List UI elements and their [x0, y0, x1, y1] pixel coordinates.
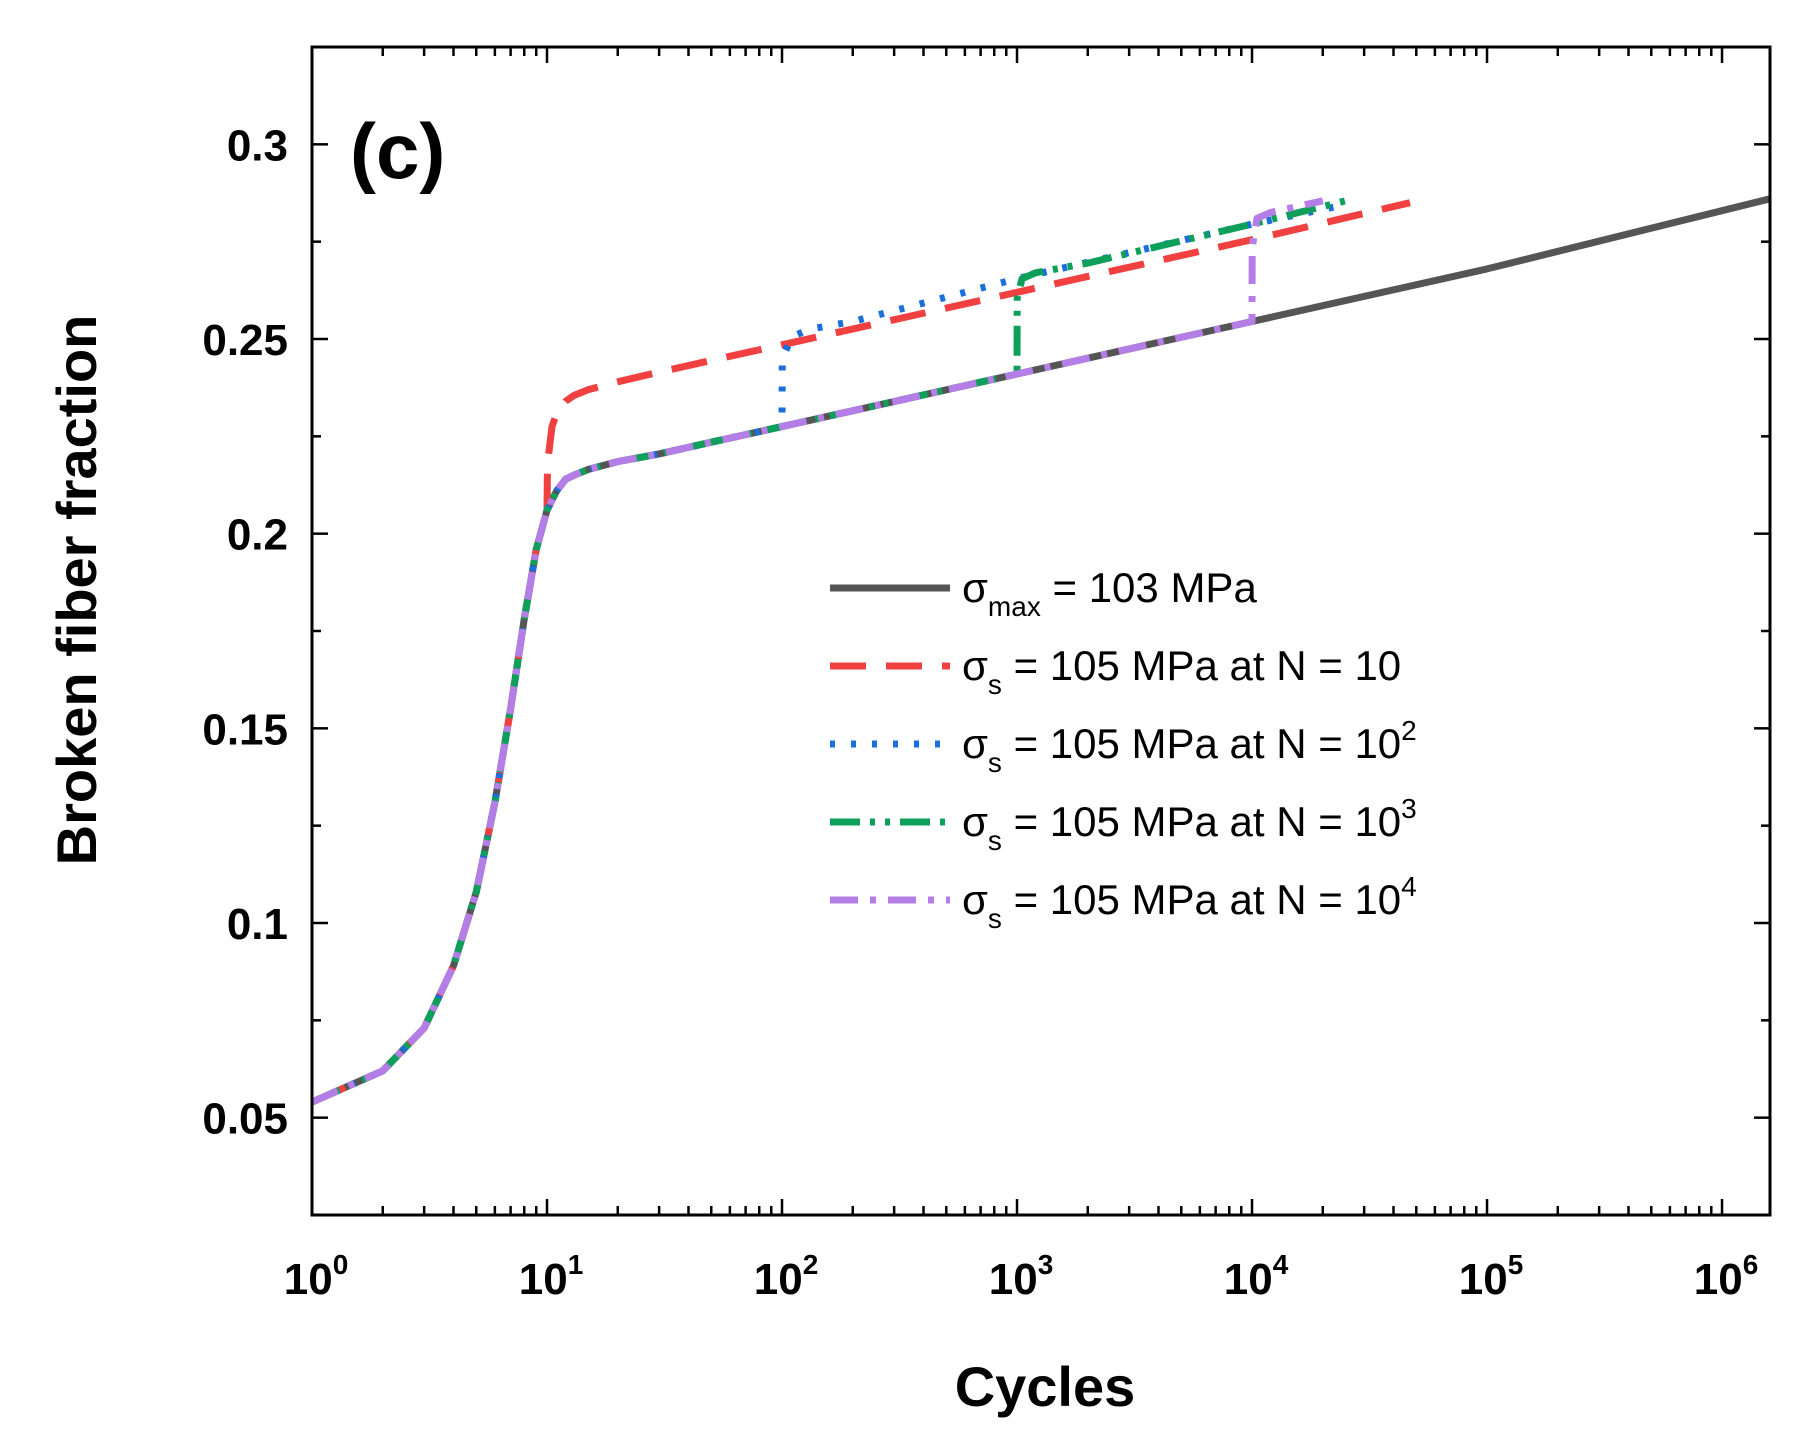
x-tick-label-0: 100	[284, 1249, 349, 1304]
y-axis-title: Broken fiber fraction	[45, 315, 108, 866]
x-tick-label-5: 105	[1459, 1249, 1524, 1304]
y-tick-label-2: 0.15	[202, 705, 288, 754]
legend-label-5: σs = 105 MPa at N = 104	[962, 871, 1417, 934]
legend-label-2: σs = 105 MPa at N = 10	[962, 642, 1401, 700]
panel-label: (c)	[350, 107, 445, 195]
x-tick-label-3: 103	[989, 1249, 1054, 1304]
legend: σmax = 103 MPa σs = 105 MPa at N = 10 σs =…	[830, 564, 1417, 934]
plot-frame	[310, 45, 1772, 1217]
series-line-5	[310, 197, 1324, 1106]
x-tick-label-1: 101	[519, 1249, 584, 1304]
legend-label-4: σs = 105 MPa at N = 103	[962, 793, 1417, 856]
x-tick-label-2: 102	[754, 1249, 819, 1304]
x-tick-label-4: 104	[1224, 1249, 1289, 1304]
x-tick-label-6: 106	[1694, 1249, 1759, 1304]
y-tick-label-0: 0.05	[202, 1095, 288, 1144]
legend-label-3: σs = 105 MPa at N = 102	[962, 715, 1417, 778]
y-tick-label-4: 0.25	[202, 316, 288, 365]
x-axis-title: Cycles	[955, 1355, 1136, 1418]
y-tick-label-5: 0.3	[227, 121, 288, 170]
y-tick-label-3: 0.2	[227, 511, 288, 560]
y-tick-label-1: 0.1	[227, 900, 288, 949]
axis-ticks	[310, 47, 1770, 1215]
series-layer	[310, 195, 1771, 1106]
legend-label-1: σmax = 103 MPa	[962, 564, 1257, 622]
tick-labels: 100 101 102 103 104 105 106 0.05 0.1 0.15 0.2 0.25 0…	[202, 121, 1758, 1304]
